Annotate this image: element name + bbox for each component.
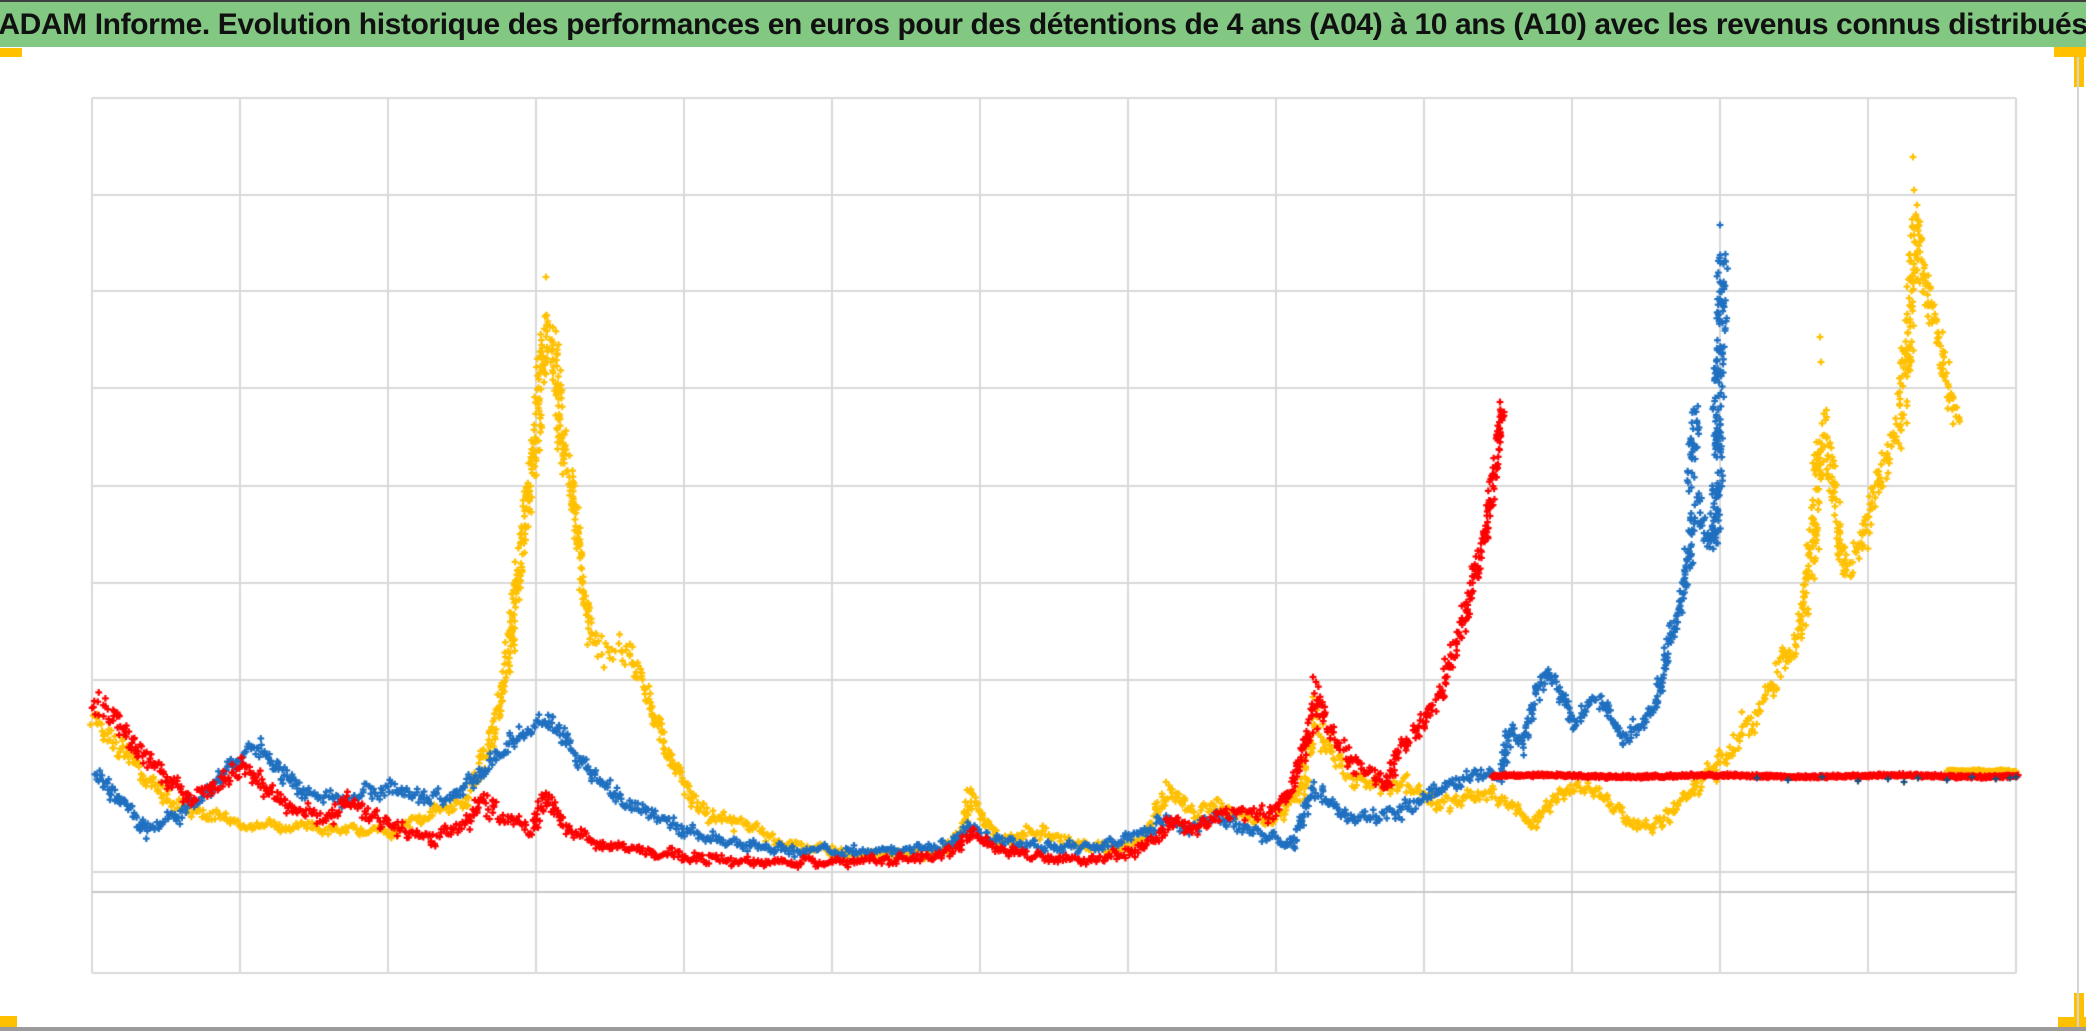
yellow-range-marker-top-left	[0, 48, 22, 57]
yellow-corner-bracket-bottom-right-h	[2058, 1017, 2086, 1028]
yellow-corner-bracket-top-right-v	[2074, 57, 2084, 87]
chart-right-border	[2077, 57, 2079, 1027]
yellow-range-marker-bottom-left	[0, 1016, 17, 1027]
window-bottom-edge	[0, 1027, 2086, 1031]
yellow-corner-bracket-top-right-h	[2054, 47, 2086, 57]
yellow-corner-bracket-bottom-right-v	[2074, 993, 2084, 1027]
